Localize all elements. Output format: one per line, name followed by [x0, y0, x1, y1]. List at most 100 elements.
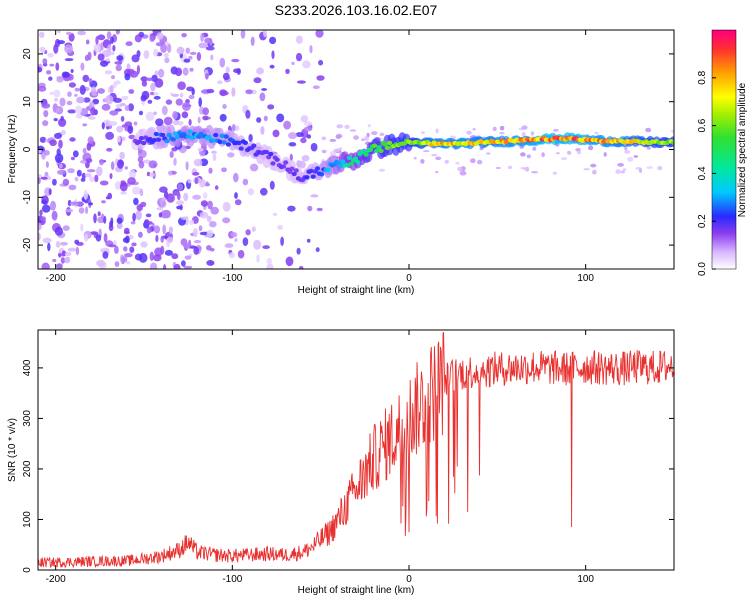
noise-speck: [272, 129, 280, 138]
noise-speck: [88, 78, 93, 84]
noise-speck: [163, 53, 169, 58]
noise-speck: [76, 169, 82, 177]
noise-speck: [68, 184, 77, 191]
noise-speck: [193, 158, 203, 167]
noise-speck: [163, 264, 167, 269]
noise-speck: [242, 237, 249, 247]
noise-speck: [615, 169, 621, 175]
noise-speck: [83, 97, 91, 103]
noise-speck: [184, 255, 192, 260]
noise-speck: [624, 147, 628, 151]
ridge-core: [221, 140, 227, 145]
noise-speck: [52, 258, 57, 263]
noise-speck: [109, 110, 119, 116]
noise-speck: [62, 178, 70, 186]
noise-speck: [124, 166, 128, 170]
x-tick-label: 100: [577, 273, 594, 284]
noise-speck: [82, 123, 87, 127]
ridge-core: [348, 161, 354, 166]
ridge-core: [153, 131, 159, 137]
ridge-core: [344, 163, 350, 168]
snr-line: [38, 331, 674, 569]
noise-speck: [106, 147, 113, 152]
noise-speck: [123, 230, 130, 235]
ridge-core: [353, 156, 359, 161]
noise-speck: [227, 152, 235, 158]
noise-speck: [259, 92, 266, 102]
noise-speck: [531, 171, 538, 174]
ridge-core: [671, 140, 674, 145]
noise-speck: [59, 97, 66, 107]
noise-speck: [253, 239, 262, 250]
colorbar-tick-label: 0.8: [697, 70, 708, 84]
noise-speck: [99, 180, 109, 186]
noise-speck: [367, 124, 371, 128]
snr-ticks: -200 -100 0 100 0 100 200 300 400: [22, 330, 674, 585]
noise-speck: [231, 123, 236, 132]
noise-speck: [85, 39, 90, 45]
noise-speck: [552, 128, 559, 132]
noise-speck: [242, 178, 249, 186]
noise-speck: [87, 136, 94, 144]
noise-speck: [131, 242, 137, 247]
noise-speck: [121, 256, 128, 263]
ridge-core: [376, 145, 382, 150]
noise-speck: [530, 131, 535, 136]
noise-speck: [197, 116, 201, 124]
noise-speck: [507, 165, 513, 169]
ridge-core: [160, 132, 166, 138]
noise-speck: [124, 105, 130, 111]
noise-speck: [41, 199, 48, 205]
noise-speck: [119, 181, 128, 192]
noise-speck: [158, 68, 165, 78]
noise-speck: [39, 209, 43, 216]
noise-speck: [176, 46, 185, 55]
noise-speck: [97, 53, 105, 61]
noise-speck: [153, 225, 161, 234]
noise-speck: [41, 262, 50, 269]
noise-speck: [435, 170, 439, 174]
noise-speck: [116, 222, 123, 229]
noise-speck: [336, 124, 344, 129]
ridge-core: [172, 131, 178, 136]
noise-speck: [58, 253, 62, 257]
noise-speck: [431, 154, 438, 157]
noise-speck: [219, 89, 228, 97]
noise-speck: [198, 225, 203, 232]
noise-speck: [321, 149, 327, 154]
noise-speck: [144, 221, 153, 225]
ridge-core: [268, 151, 274, 157]
y-tick-label: 100: [22, 511, 33, 528]
noise-speck: [60, 257, 66, 264]
noise-speck: [298, 265, 304, 269]
noise-speck: [43, 150, 50, 156]
noise-speck: [295, 132, 304, 138]
noise-speck: [41, 204, 51, 213]
colorbar-tick-label: 0.4: [697, 166, 708, 180]
noise-speck: [291, 61, 295, 65]
noise-speck: [164, 249, 173, 256]
noise-speck: [155, 234, 159, 243]
noise-speck: [287, 205, 296, 212]
noise-speck: [90, 107, 96, 116]
noise-speck: [315, 247, 320, 253]
noise-speck: [318, 59, 324, 66]
noise-speck: [182, 102, 191, 111]
noise-speck: [64, 44, 73, 54]
noise-speck: [136, 65, 140, 75]
noise-speck: [269, 64, 275, 69]
noise-speck: [97, 34, 106, 41]
noise-speck: [521, 125, 528, 130]
noise-speck: [280, 236, 284, 246]
ridge-core: [164, 138, 170, 144]
noise-speck: [47, 52, 54, 58]
noise-speck: [300, 137, 307, 144]
ridge-core: [264, 149, 270, 155]
noise-speck: [105, 57, 111, 62]
noise-speck: [206, 260, 215, 266]
noise-speck: [38, 149, 42, 154]
noise-speck: [193, 228, 198, 238]
noise-speck: [47, 242, 51, 252]
noise-speck: [168, 170, 173, 176]
y-tick-label: 0: [22, 567, 33, 573]
